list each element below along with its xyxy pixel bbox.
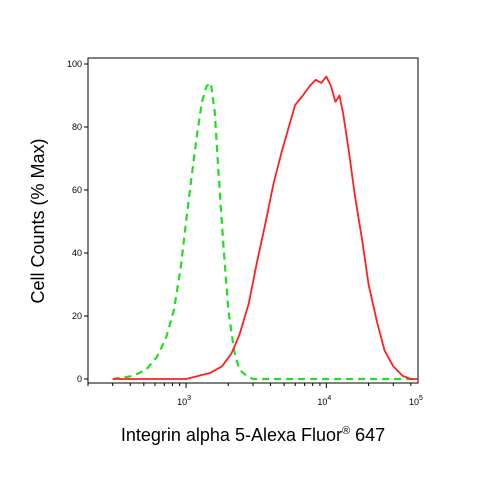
x-axis-ticks: 103 104 105 [87, 383, 423, 407]
control-histogram-line [112, 81, 418, 381]
x-axis-title-main: Integrin alpha 5-Alexa Fluor [121, 425, 342, 445]
x-tick-label: 104 [317, 395, 331, 407]
y-tick-label: 20 [72, 311, 82, 321]
x-axis-title-registered-mark: ® [342, 425, 350, 437]
y-tick-label: 40 [72, 248, 82, 258]
stained-histogram-line [112, 75, 418, 380]
y-tick-label: 100 [67, 59, 82, 69]
y-tick-label: 80 [72, 122, 82, 132]
y-axis-title: Cell Counts (% Max) [28, 138, 48, 303]
x-axis-title-suffix: 647 [350, 425, 385, 445]
x-axis-title: Integrin alpha 5-Alexa Fluor® 647 [121, 425, 385, 445]
y-tick-label: 60 [72, 185, 82, 195]
y-tick-label: 0 [77, 374, 82, 384]
plot-area [87, 57, 419, 384]
y-axis-ticks: 0 20 40 60 80 100 [67, 59, 88, 384]
plot-frame [87, 57, 419, 384]
x-tick-label: 105 [409, 395, 423, 407]
series-layer [112, 75, 418, 381]
x-tick-label: 103 [177, 395, 191, 407]
